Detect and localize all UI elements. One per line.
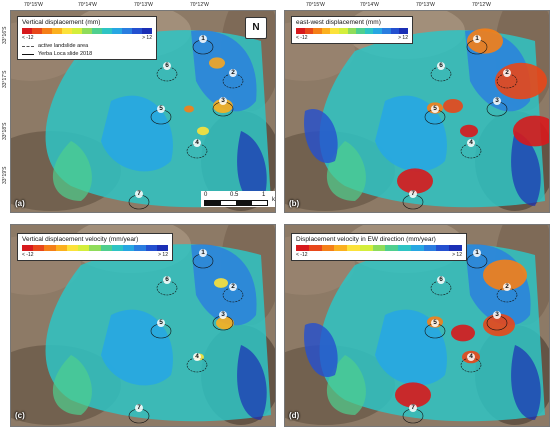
site-label-4: 4 [467, 353, 475, 361]
site-label-4: 4 [193, 139, 201, 147]
coord-top-5: 70°15'W [306, 2, 325, 8]
north-arrow-icon: N [245, 17, 267, 39]
map-panel-b: east-west displacement (mm) < -12 > 12 (b… [284, 10, 550, 213]
site-label-2: 2 [503, 69, 511, 77]
coord-top-4: 70°12'W [190, 2, 209, 8]
coord-left-1: 33°16'S [2, 26, 8, 44]
coord-top-6: 70°14'W [360, 2, 379, 8]
legend-c: Vertical displacement velocity (mm/year)… [17, 233, 173, 261]
legend-d-colorbar [296, 245, 462, 251]
legend-b-title: east-west displacement (mm) [296, 19, 381, 26]
site-label-6: 6 [163, 62, 171, 70]
site-label-7: 7 [409, 404, 417, 412]
site-label-7: 7 [135, 190, 143, 198]
site-label-3: 3 [493, 311, 501, 319]
site-label-2: 2 [229, 283, 237, 291]
site-label-4: 4 [193, 353, 201, 361]
site-label-2: 2 [229, 69, 237, 77]
legend-d-max: > 12 [452, 252, 462, 258]
legend-a: Vertical displacement (mm) < -12 > 12 act… [17, 16, 157, 60]
site-label-5: 5 [157, 319, 165, 327]
legend-c-min: < -12 [22, 252, 34, 258]
coord-top-8: 70°12'W [472, 2, 491, 8]
coord-top-3: 70°13'W [134, 2, 153, 8]
site-label-6: 6 [163, 276, 171, 284]
legend-b-max: > 12 [398, 35, 408, 41]
legend-a-colorbar [22, 28, 152, 34]
site-label-4: 4 [467, 139, 475, 147]
site-label-1: 1 [199, 249, 207, 257]
map-panel-a: Vertical displacement (mm) < -12 > 12 act… [10, 10, 276, 213]
site-label-6: 6 [437, 62, 445, 70]
site-label-1: 1 [473, 35, 481, 43]
legend-c-max: > 12 [158, 252, 168, 258]
legend-a-line-2: Yerba Loca slide 2018 [22, 51, 152, 57]
site-label-1: 1 [473, 249, 481, 257]
legend-a-title: Vertical displacement (mm) [22, 19, 101, 26]
coord-left-4: 33°19'S [2, 166, 8, 184]
map-panel-d: Displacement velocity in EW direction (m… [284, 224, 550, 427]
site-label-5: 5 [431, 105, 439, 113]
panel-label-d: (d) [289, 411, 300, 420]
site-label-3: 3 [219, 97, 227, 105]
legend-d-title: Displacement velocity in EW direction (m… [296, 236, 436, 243]
map-panel-c: Vertical displacement velocity (mm/year)… [10, 224, 276, 427]
legend-a-min: < -12 [22, 35, 34, 41]
coord-left-3: 33°18'S [2, 122, 8, 140]
legend-b-colorbar [296, 28, 408, 34]
legend-c-title: Vertical displacement velocity (mm/year) [22, 236, 139, 243]
legend-d-min: < -12 [296, 252, 308, 258]
site-label-3: 3 [493, 97, 501, 105]
site-label-7: 7 [409, 190, 417, 198]
coord-left-2: 33°17'S [2, 70, 8, 88]
panel-label-c: (c) [15, 411, 25, 420]
legend-a-line-1: active landslide area [22, 43, 152, 49]
panel-label-a: (a) [15, 199, 25, 208]
site-label-3: 3 [219, 311, 227, 319]
scale-bar: 0 0.5 1 km [201, 191, 275, 207]
site-label-2: 2 [503, 283, 511, 291]
site-label-7: 7 [135, 404, 143, 412]
coord-top-7: 70°13'W [416, 2, 435, 8]
legend-d: Displacement velocity in EW direction (m… [291, 233, 467, 261]
panel-label-b: (b) [289, 199, 300, 208]
legend-a-max: > 12 [142, 35, 152, 41]
site-label-6: 6 [437, 276, 445, 284]
legend-b: east-west displacement (mm) < -12 > 12 [291, 16, 413, 44]
map-d-image [285, 225, 549, 426]
site-label-1: 1 [199, 35, 207, 43]
legend-c-colorbar [22, 245, 169, 251]
site-label-5: 5 [431, 319, 439, 327]
legend-b-min: < -12 [296, 35, 308, 41]
site-label-5: 5 [157, 105, 165, 113]
coord-top-1: 70°15'W [24, 2, 43, 8]
coord-top-2: 70°14'W [78, 2, 97, 8]
map-b-image [285, 11, 549, 212]
